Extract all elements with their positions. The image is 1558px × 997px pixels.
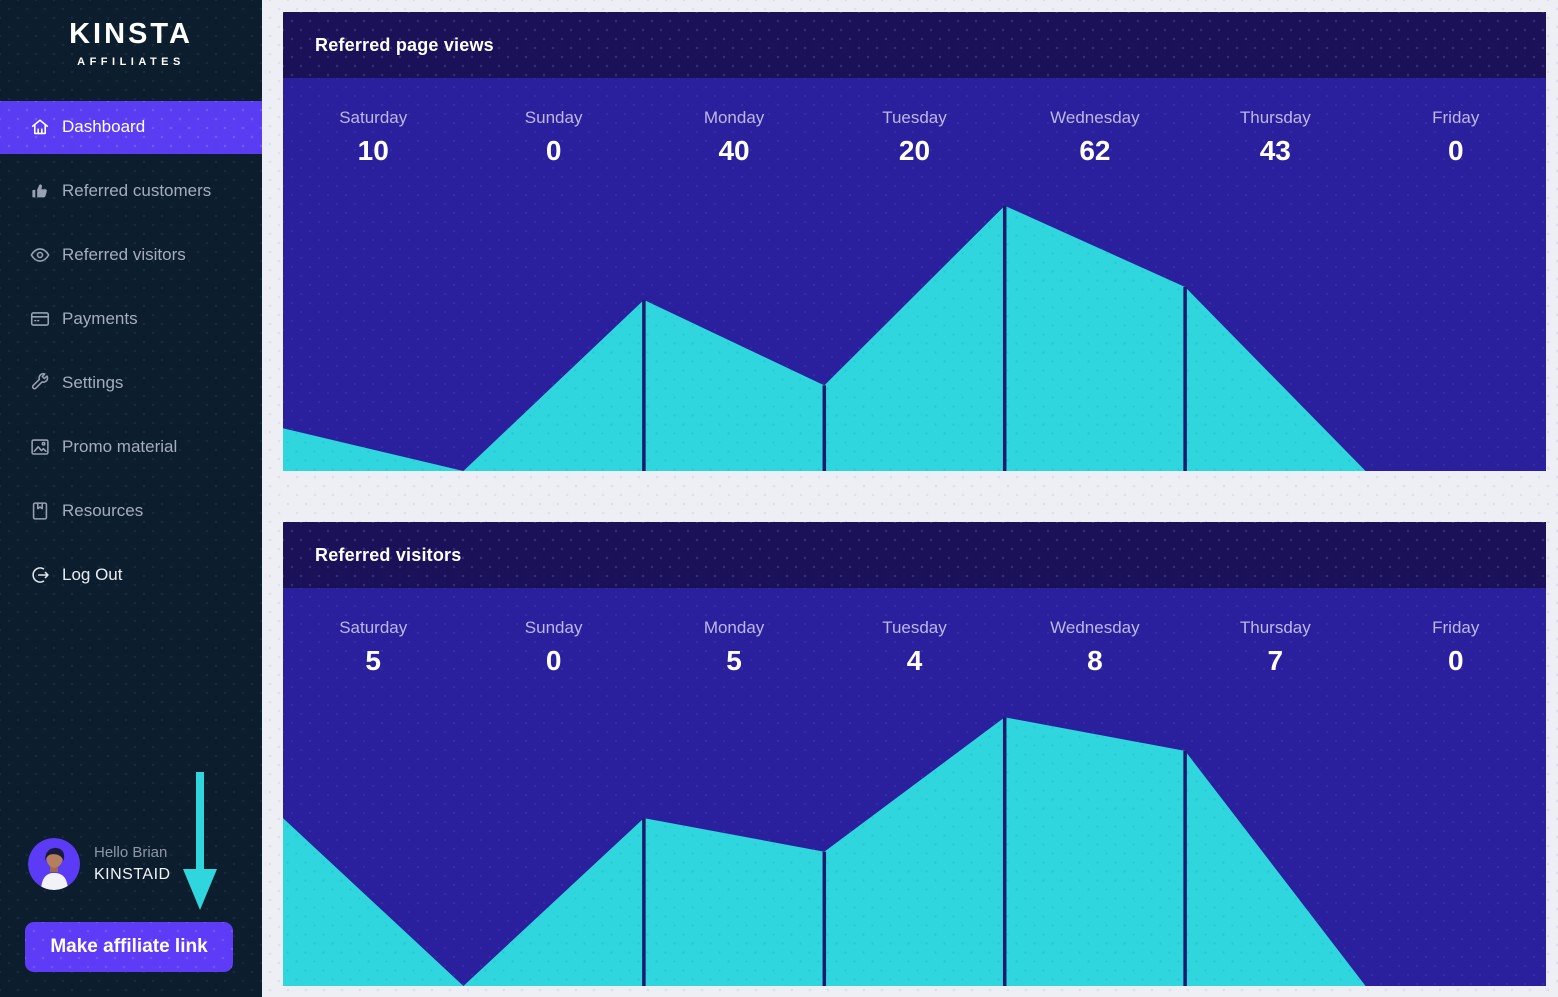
thumbs-up-icon xyxy=(28,180,51,203)
page-views-card-header: Referred page views xyxy=(283,12,1546,78)
sidebar-item-log-out[interactable]: Log Out xyxy=(0,543,262,607)
user-greeting: Hello Brian xyxy=(94,844,168,861)
visitors-chart-area: Saturday 5 Sunday 0 Monday 5 Tuesday 4 Wednesday… xyxy=(283,588,1546,986)
user-block: Hello Brian KINSTAID xyxy=(28,838,171,890)
logout-icon xyxy=(28,564,51,587)
logo-wordmark: KINSTA xyxy=(69,18,193,50)
sidebar-item-label: Resources xyxy=(62,501,144,520)
page-views-chart-area: Saturday 10 Sunday 0 Monday 40 Tuesday 20 Wednes… xyxy=(283,78,1546,471)
avatar xyxy=(28,838,80,890)
book-icon xyxy=(28,500,51,523)
card-title: Referred page views xyxy=(315,34,494,55)
sidebar-item-payments[interactable]: Payments xyxy=(0,287,262,351)
area-chart xyxy=(283,717,1546,986)
sidebar: KINSTA AFFILIATES Dashboard Referred cust… xyxy=(0,0,262,997)
area-chart xyxy=(283,205,1546,471)
home-icon xyxy=(28,116,51,139)
logo-tagline: AFFILIATES xyxy=(77,56,185,68)
make-affiliate-link-button[interactable]: Make affiliate link xyxy=(25,922,233,972)
sidebar-item-promo-material[interactable]: Promo material xyxy=(0,415,262,479)
sidebar-item-label: Settings xyxy=(62,373,124,392)
main-content: Referred page views Saturday 10 Sunday 0 Mon… xyxy=(262,0,1558,997)
eye-icon xyxy=(28,244,51,267)
user-id: KINSTAID xyxy=(94,866,171,883)
sidebar-item-label: Promo material xyxy=(62,437,178,456)
card-title: Referred visitors xyxy=(315,544,462,565)
sidebar-item-label: Referred customers xyxy=(62,181,212,200)
sidebar-item-referred-visitors[interactable]: Referred visitors xyxy=(0,223,262,287)
credit-card-icon xyxy=(28,308,51,331)
referred-visitors-card: Referred visitors Saturday 5 Sunday 0 Monday… xyxy=(283,522,1546,986)
sidebar-item-label: Referred visitors xyxy=(62,245,186,264)
sidebar-item-label: Dashboard xyxy=(62,117,146,136)
user-text: Hello Brian KINSTAID xyxy=(94,844,171,884)
sidebar-item-settings[interactable]: Settings xyxy=(0,351,262,415)
kinsta-logo: KINSTA AFFILIATES xyxy=(0,0,262,68)
sidebar-nav: Dashboard Referred customers Referred visi… xyxy=(0,95,262,607)
sidebar-item-resources[interactable]: Resources xyxy=(0,479,262,543)
visitors-card-header: Referred visitors xyxy=(283,522,1546,588)
sidebar-item-label: Log Out xyxy=(62,565,123,584)
sidebar-item-dashboard[interactable]: Dashboard xyxy=(0,100,262,154)
image-icon xyxy=(28,436,51,459)
sidebar-item-referred-customers[interactable]: Referred customers xyxy=(0,159,262,223)
sidebar-item-label: Payments xyxy=(62,309,138,328)
referred-page-views-card: Referred page views Saturday 10 Sunday 0 Mon… xyxy=(283,12,1546,471)
down-arrow-icon xyxy=(183,772,217,910)
wrench-icon xyxy=(28,372,51,395)
